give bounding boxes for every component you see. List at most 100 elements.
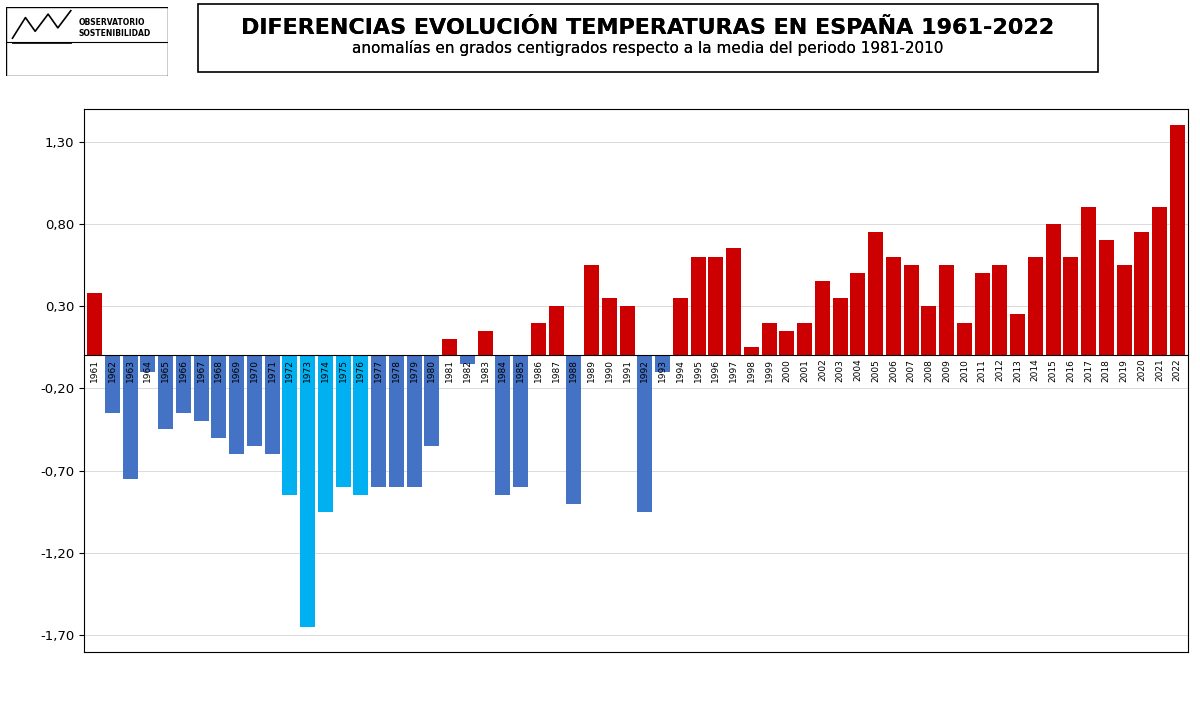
- Bar: [726, 248, 742, 355]
- Bar: [88, 293, 102, 355]
- Text: 2009: 2009: [942, 358, 952, 382]
- Bar: [282, 355, 298, 495]
- Bar: [247, 355, 262, 446]
- Text: 1988: 1988: [569, 358, 578, 382]
- Bar: [815, 282, 830, 355]
- Text: 1993: 1993: [658, 358, 667, 382]
- Bar: [176, 355, 191, 413]
- Bar: [193, 355, 209, 421]
- Bar: [797, 322, 812, 355]
- Bar: [1134, 232, 1150, 355]
- Text: 2015: 2015: [1049, 358, 1057, 382]
- Bar: [460, 355, 475, 363]
- Text: 2017: 2017: [1084, 358, 1093, 382]
- Bar: [1010, 314, 1025, 355]
- Text: 1964: 1964: [143, 358, 152, 382]
- Text: 1998: 1998: [746, 358, 756, 382]
- Text: 2000: 2000: [782, 358, 791, 382]
- Bar: [851, 273, 865, 355]
- Text: 1984: 1984: [498, 358, 508, 382]
- Bar: [1152, 207, 1168, 355]
- Text: 1979: 1979: [409, 358, 419, 382]
- Text: 2006: 2006: [889, 358, 898, 382]
- Text: 1991: 1991: [623, 358, 631, 382]
- Bar: [229, 355, 244, 454]
- Bar: [389, 355, 404, 487]
- Bar: [1116, 265, 1132, 355]
- Text: 2001: 2001: [800, 358, 809, 382]
- Bar: [1028, 257, 1043, 355]
- Text: 1963: 1963: [126, 358, 134, 382]
- Bar: [833, 298, 847, 355]
- Text: 2010: 2010: [960, 358, 968, 382]
- Text: 1989: 1989: [587, 358, 596, 382]
- Text: 1986: 1986: [534, 358, 542, 382]
- Bar: [1063, 257, 1079, 355]
- Text: 1983: 1983: [481, 358, 490, 382]
- Text: 1970: 1970: [250, 358, 259, 382]
- Bar: [478, 331, 493, 355]
- Bar: [514, 355, 528, 487]
- Text: 2004: 2004: [853, 358, 863, 382]
- Bar: [779, 331, 794, 355]
- Text: anomalías en grados centigrados respecto a la media del periodo 1981-2010: anomalías en grados centigrados respecto…: [353, 40, 943, 56]
- Bar: [104, 355, 120, 413]
- Bar: [690, 257, 706, 355]
- Text: 2002: 2002: [818, 358, 827, 382]
- Bar: [619, 306, 635, 355]
- Text: 2016: 2016: [1067, 358, 1075, 382]
- Bar: [904, 265, 919, 355]
- Bar: [442, 339, 457, 355]
- Bar: [992, 265, 1008, 355]
- Text: 1973: 1973: [304, 358, 312, 382]
- Bar: [673, 298, 688, 355]
- Text: 1996: 1996: [712, 358, 720, 382]
- Bar: [1170, 125, 1184, 355]
- Bar: [744, 348, 758, 355]
- Bar: [530, 322, 546, 355]
- Text: 2005: 2005: [871, 358, 880, 382]
- Text: DIFERENCIAS EVOLUCIÓN TEMPERATURAS EN ESPAÑA 1961-2022: DIFERENCIAS EVOLUCIÓN TEMPERATURAS EN ES…: [241, 18, 1055, 38]
- Bar: [584, 265, 599, 355]
- Text: 2014: 2014: [1031, 358, 1040, 382]
- Bar: [1099, 240, 1114, 355]
- Text: 2008: 2008: [924, 358, 934, 382]
- Text: 1999: 1999: [764, 358, 774, 382]
- Text: 1992: 1992: [641, 358, 649, 382]
- Bar: [1081, 207, 1096, 355]
- Text: 1977: 1977: [374, 358, 383, 382]
- Bar: [496, 355, 510, 495]
- Bar: [122, 355, 138, 479]
- Text: 1968: 1968: [215, 358, 223, 382]
- Bar: [566, 355, 582, 503]
- Text: 2019: 2019: [1120, 358, 1129, 382]
- Text: 1967: 1967: [197, 358, 205, 382]
- Text: 2020: 2020: [1138, 358, 1146, 382]
- Bar: [548, 306, 564, 355]
- Text: 2021: 2021: [1156, 358, 1164, 382]
- Text: 1971: 1971: [268, 358, 277, 382]
- Text: 1974: 1974: [320, 358, 330, 382]
- Text: 1966: 1966: [179, 358, 188, 382]
- Text: 1994: 1994: [676, 358, 685, 382]
- Bar: [425, 355, 439, 446]
- Text: 1980: 1980: [427, 358, 437, 382]
- Text: 1962: 1962: [108, 358, 116, 382]
- Text: 1972: 1972: [286, 358, 294, 382]
- Text: 1975: 1975: [338, 358, 348, 382]
- Text: DIFERENCIAS EVOLUCIÓN TEMPERATURAS EN ESPAÑA 1961-2022: DIFERENCIAS EVOLUCIÓN TEMPERATURAS EN ES…: [241, 18, 1055, 38]
- Bar: [264, 355, 280, 454]
- Bar: [336, 355, 350, 487]
- Bar: [371, 355, 386, 487]
- Text: 1990: 1990: [605, 358, 614, 382]
- Bar: [318, 355, 332, 512]
- Text: 1969: 1969: [232, 358, 241, 382]
- Bar: [708, 257, 724, 355]
- Text: 2003: 2003: [835, 358, 845, 382]
- Text: anomalías en grados centigrados respecto a la media del periodo 1981-2010: anomalías en grados centigrados respecto…: [353, 40, 943, 56]
- Bar: [1045, 224, 1061, 355]
- Text: SOSTENIBILIDAD: SOSTENIBILIDAD: [79, 29, 151, 38]
- Text: 1965: 1965: [161, 358, 170, 382]
- Text: 1981: 1981: [445, 358, 454, 382]
- Text: 1987: 1987: [552, 358, 560, 382]
